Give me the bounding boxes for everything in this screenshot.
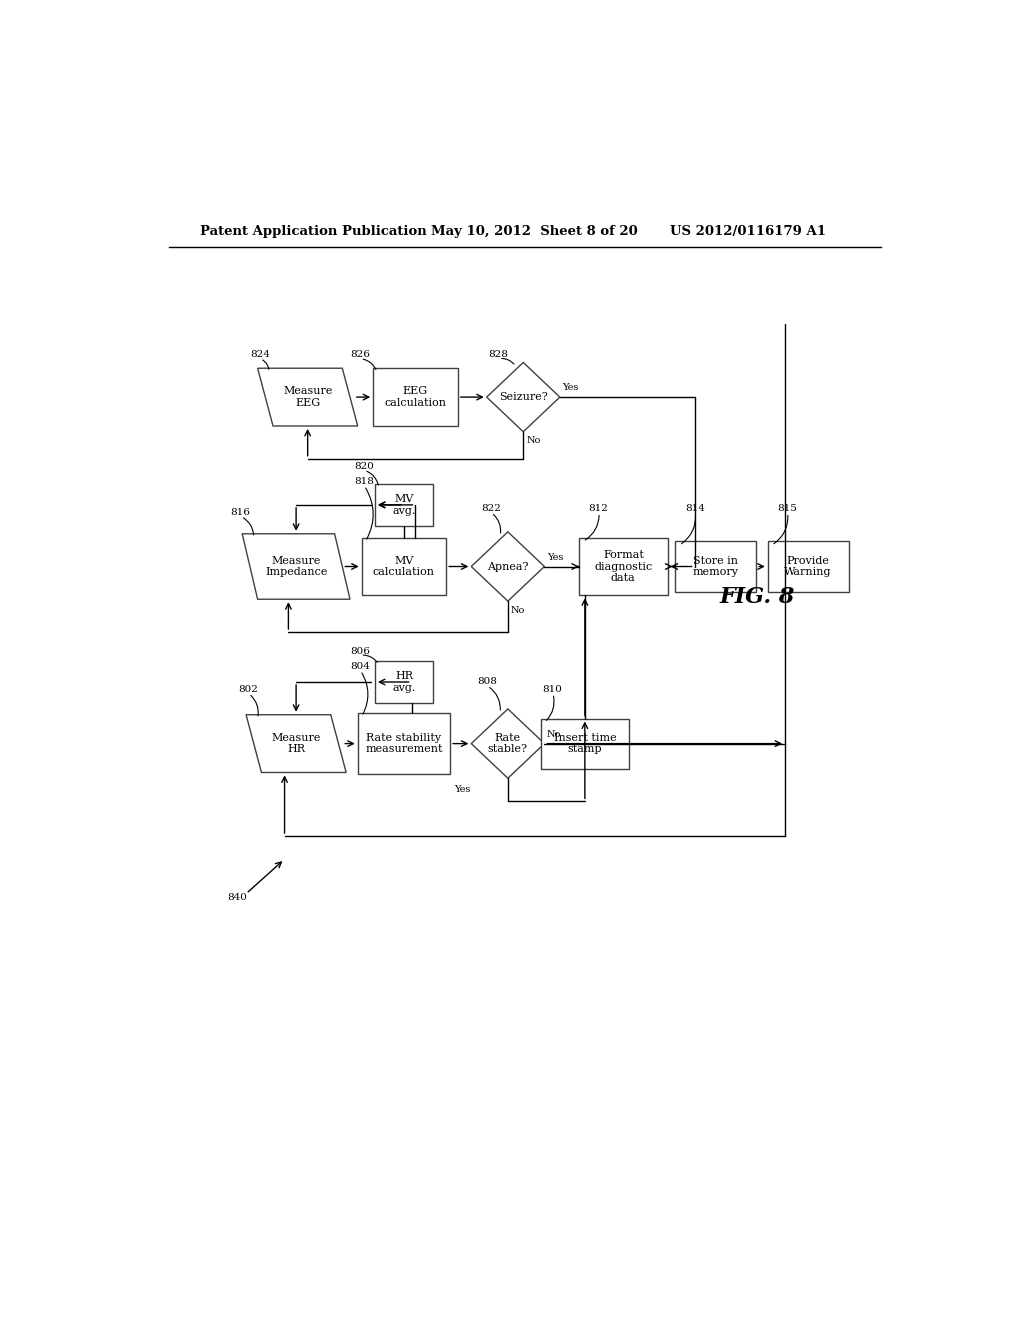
Polygon shape	[471, 709, 545, 779]
Text: 812: 812	[589, 504, 608, 513]
FancyBboxPatch shape	[676, 541, 756, 591]
Text: MV
calculation: MV calculation	[373, 556, 435, 577]
Text: 806: 806	[350, 647, 370, 656]
Text: 814: 814	[685, 504, 705, 513]
Text: Patent Application Publication: Patent Application Publication	[200, 224, 427, 238]
Text: FIG. 8: FIG. 8	[720, 586, 795, 609]
Text: Rate
stable?: Rate stable?	[487, 733, 527, 755]
Text: Rate stability
measurement: Rate stability measurement	[366, 733, 442, 755]
Text: 820: 820	[354, 462, 374, 471]
FancyBboxPatch shape	[541, 718, 629, 768]
Polygon shape	[243, 533, 350, 599]
Text: HR
avg.: HR avg.	[392, 671, 416, 693]
Polygon shape	[471, 532, 545, 601]
Text: Store in
memory: Store in memory	[693, 556, 738, 577]
Text: Seizure?: Seizure?	[499, 392, 548, 403]
Text: Yes: Yes	[562, 383, 579, 392]
Polygon shape	[246, 714, 346, 772]
Text: US 2012/0116179 A1: US 2012/0116179 A1	[670, 224, 825, 238]
Polygon shape	[258, 368, 357, 426]
Text: MV
avg.: MV avg.	[392, 494, 416, 516]
Text: Measure
HR: Measure HR	[271, 733, 321, 755]
Text: Yes: Yes	[547, 553, 563, 562]
Text: Provide
Warning: Provide Warning	[784, 556, 831, 577]
Text: 840: 840	[226, 894, 247, 902]
Text: 815: 815	[777, 504, 798, 513]
Polygon shape	[486, 363, 560, 432]
Text: Measure
EEG: Measure EEG	[283, 387, 333, 408]
Text: EEG
calculation: EEG calculation	[384, 387, 446, 408]
Text: 802: 802	[239, 685, 258, 694]
Text: No: No	[547, 730, 561, 739]
Text: Measure
Impedance: Measure Impedance	[265, 556, 328, 577]
FancyBboxPatch shape	[375, 661, 433, 704]
Text: No: No	[511, 606, 525, 615]
Text: Insert time
stamp: Insert time stamp	[554, 733, 616, 755]
Text: May 10, 2012  Sheet 8 of 20: May 10, 2012 Sheet 8 of 20	[431, 224, 638, 238]
Text: 818: 818	[354, 478, 374, 486]
Text: No: No	[526, 437, 541, 445]
Text: 826: 826	[350, 350, 370, 359]
Text: 816: 816	[230, 508, 251, 517]
FancyBboxPatch shape	[768, 541, 849, 591]
Text: Format
diagnostic
data: Format diagnostic data	[594, 550, 652, 583]
FancyBboxPatch shape	[357, 713, 451, 775]
Text: 804: 804	[350, 663, 370, 671]
Text: 822: 822	[481, 504, 501, 513]
Text: Yes: Yes	[454, 785, 470, 795]
FancyBboxPatch shape	[580, 537, 668, 595]
FancyBboxPatch shape	[373, 368, 458, 426]
Text: 808: 808	[477, 677, 497, 686]
Text: 810: 810	[543, 685, 562, 694]
FancyBboxPatch shape	[375, 483, 433, 527]
FancyBboxPatch shape	[361, 537, 446, 595]
Text: Apnea?: Apnea?	[487, 561, 528, 572]
Text: 824: 824	[250, 350, 269, 359]
Text: 828: 828	[488, 350, 509, 359]
